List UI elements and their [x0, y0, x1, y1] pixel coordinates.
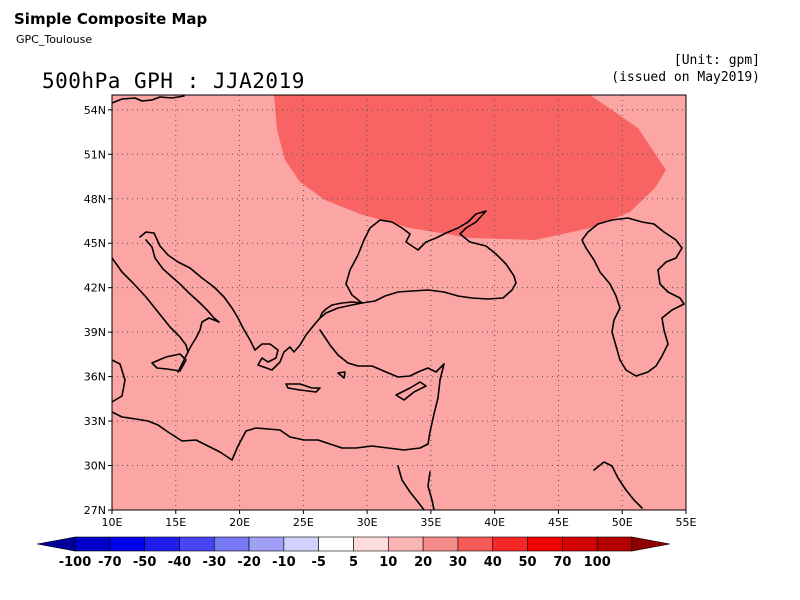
colorbar-label: 30 — [449, 555, 467, 570]
colorbar-swatch — [562, 536, 598, 552]
colorbar-label: 40 — [484, 555, 502, 570]
lat-tick-label: 42N — [84, 282, 106, 295]
issued-label: (issued on May2019) — [611, 70, 760, 85]
colorbar-label: 100 — [584, 555, 611, 570]
colorbar-label: -30 — [203, 555, 227, 570]
latitude-axis: 27N 30N 33N 36N 39N 42N 45N 48N 51N 54N — [84, 104, 112, 517]
colorbar-swatch — [74, 536, 111, 552]
lon-tick-label: 45E — [548, 516, 569, 529]
lat-tick-label: 54N — [84, 104, 106, 117]
anomaly-region — [274, 95, 666, 240]
colorbar-label: -20 — [237, 555, 261, 570]
colorbar: -100 -70 -50 -40 -30 -20 -10 -5 5 10 20 30 40 50 70 100 — [36, 536, 671, 570]
grid-lines — [112, 95, 686, 510]
lon-tick-label: 55E — [676, 516, 697, 529]
figure-title: Simple Composite Map — [14, 10, 208, 28]
lat-tick-label: 27N — [84, 504, 106, 517]
colorbar-label: 10 — [379, 555, 397, 570]
colorbar-swatch — [388, 536, 424, 552]
lat-tick-label: 45N — [84, 237, 106, 250]
map-frame — [111, 94, 687, 511]
colorbar-label: 20 — [414, 555, 432, 570]
lon-tick-label: 15E — [165, 516, 186, 529]
lat-tick-label: 30N — [84, 460, 106, 473]
colorbar-label: -50 — [133, 555, 157, 570]
lon-tick-label: 10E — [102, 516, 123, 529]
colorbar-max-arrow — [631, 536, 671, 552]
colorbar-label: 70 — [553, 555, 571, 570]
colorbar-swatch — [179, 536, 215, 552]
colorbar-swatch — [422, 536, 459, 552]
colorbar-label: -100 — [59, 555, 92, 570]
lat-tick-label: 51N — [84, 148, 106, 161]
colorbar-swatch — [527, 536, 563, 552]
longitude-axis: 10E 15E 20E 25E 30E 35E 40E 45E 50E 55E — [102, 510, 697, 529]
colorbar-swatch — [248, 536, 285, 552]
lon-tick-label: 40E — [484, 516, 505, 529]
colorbar-min-arrow — [36, 536, 76, 552]
lon-tick-label: 20E — [229, 516, 250, 529]
lon-tick-label: 50E — [612, 516, 633, 529]
lon-tick-label: 25E — [293, 516, 314, 529]
colorbar-swatch — [318, 536, 354, 552]
colorbar-swatch — [283, 536, 319, 552]
colorbar-swatch — [353, 536, 389, 552]
lat-tick-label: 48N — [84, 193, 106, 206]
colorbar-swatch — [213, 536, 250, 552]
colorbar-label: 50 — [519, 555, 537, 570]
figure-source: GPC_Toulouse — [16, 33, 93, 46]
colorbar-swatch — [457, 536, 494, 552]
colorbar-label: -10 — [272, 555, 296, 570]
lat-tick-label: 33N — [84, 415, 106, 428]
lat-tick-label: 39N — [84, 326, 106, 339]
lon-tick-label: 35E — [420, 516, 441, 529]
colorbar-label: -70 — [98, 555, 122, 570]
colorbar-swatch — [144, 536, 180, 552]
colorbar-label: -40 — [168, 555, 192, 570]
unit-label: [Unit: gpm] — [673, 53, 760, 68]
colorbar-label: -5 — [311, 555, 325, 570]
lon-tick-label: 30E — [357, 516, 378, 529]
colorbar-swatch — [492, 536, 528, 552]
colorbar-label: 5 — [349, 555, 358, 570]
colorbar-swatch — [109, 536, 145, 552]
colorbar-swatch — [596, 536, 633, 552]
lat-tick-label: 36N — [84, 371, 106, 384]
coastlines — [112, 95, 685, 510]
map-title: 500hPa GPH : JJA2019 — [42, 69, 305, 93]
